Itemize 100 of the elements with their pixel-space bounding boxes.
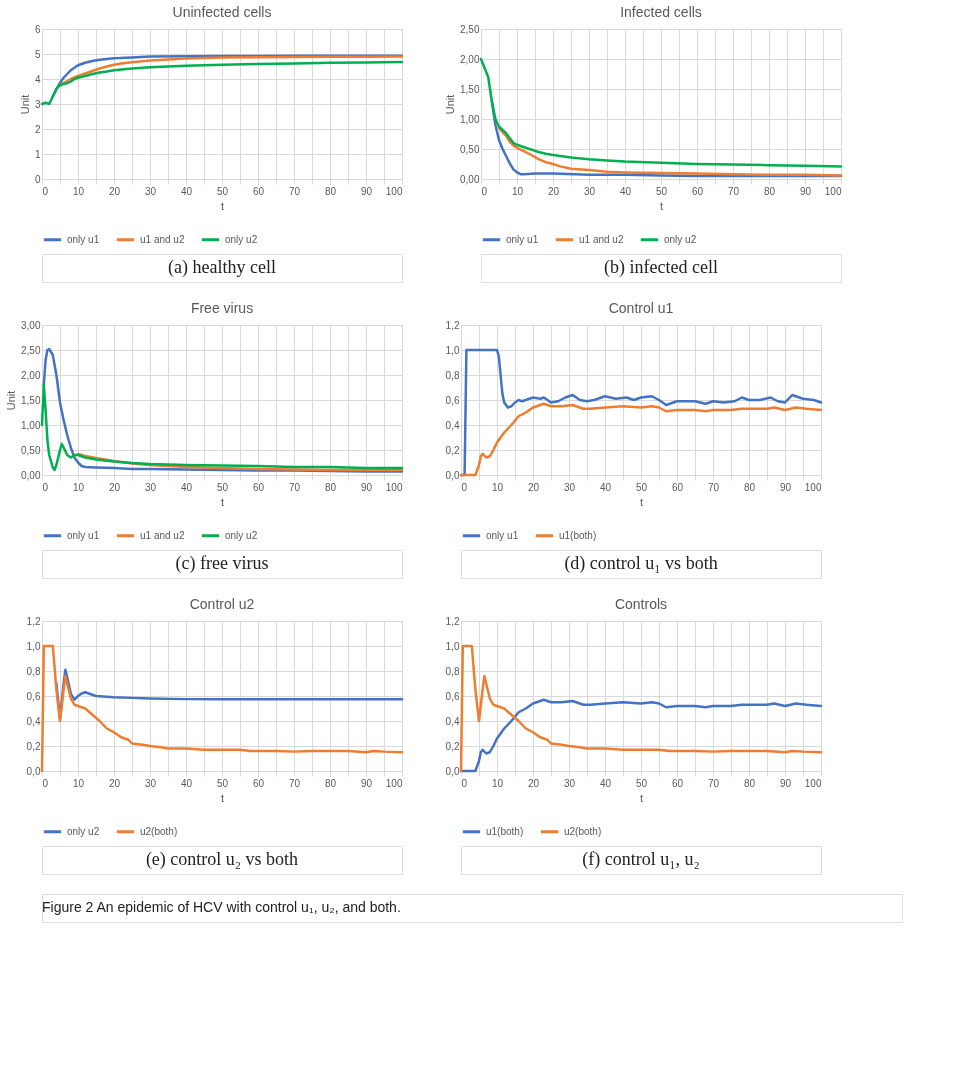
- x-tick-label: 10: [511, 185, 524, 197]
- chart-title: Free virus: [190, 300, 254, 316]
- y-tick-label: 0,8: [26, 665, 41, 677]
- x-axis-title: t: [220, 199, 225, 212]
- x-tick-label: 100: [385, 777, 403, 789]
- y-tick-label: 0,0: [26, 765, 41, 777]
- x-tick-label: 10: [72, 481, 85, 493]
- y-axis-title: Unit: [18, 94, 31, 115]
- legend-label: only u2: [225, 233, 258, 245]
- x-tick-label: 70: [727, 185, 740, 197]
- legend-label: u2(both): [564, 825, 602, 837]
- legend-label: only u2: [225, 529, 258, 541]
- y-tick-label: 3,00: [21, 319, 41, 331]
- x-axis-title: t: [220, 495, 225, 508]
- x-tick-label: 0: [42, 777, 49, 789]
- y-tick-label: 1,50: [21, 394, 41, 406]
- x-tick-label: 90: [360, 481, 373, 493]
- y-tick-label: 0,50: [21, 444, 41, 456]
- y-tick-label: 6: [34, 23, 41, 35]
- x-tick-label: 80: [763, 185, 776, 197]
- x-tick-label: 100: [385, 185, 403, 197]
- x-tick-label: 80: [743, 481, 756, 493]
- x-tick-label: 0: [481, 185, 488, 197]
- caption: Figure 2 An epidemic of HCV with control u₁, u₂, and both.: [42, 899, 401, 915]
- legend-label: u1 and u2: [579, 233, 624, 245]
- x-tick-label: 80: [324, 777, 337, 789]
- text: (b) infected cell: [604, 257, 718, 278]
- x-tick-label: 40: [599, 481, 612, 493]
- x-tick-label: 10: [491, 481, 504, 493]
- x-tick-label: 90: [360, 185, 373, 197]
- y-tick-label: 0,4: [26, 715, 41, 727]
- x-axis-title: t: [659, 199, 664, 212]
- legend-label: only u1: [67, 233, 100, 245]
- x-tick-label: 40: [180, 481, 193, 493]
- x-tick-label: 60: [252, 185, 265, 197]
- x-tick-label: 100: [385, 481, 403, 493]
- x-tick-label: 20: [547, 185, 560, 197]
- legend-label: only u2: [67, 825, 100, 837]
- x-tick-label: 20: [108, 481, 121, 493]
- y-tick-label: 1,00: [460, 113, 480, 125]
- line-series: [459, 402, 823, 477]
- y-tick-label: 0: [34, 173, 41, 185]
- y-tick-label: 4: [34, 73, 41, 85]
- y-tick-label: 0,0: [445, 765, 460, 777]
- x-axis-title: t: [639, 495, 644, 508]
- x-tick-label: 30: [144, 777, 157, 789]
- text: (a) healthy cell: [168, 257, 276, 278]
- x-tick-label: 50: [655, 185, 668, 197]
- chart-title: Uninfected cells: [172, 4, 272, 20]
- x-tick-label: 90: [799, 185, 812, 197]
- text: (d) control u₁ vs both: [564, 553, 718, 574]
- y-axis-title: Unit: [444, 94, 457, 115]
- y-tick-label: 0,2: [445, 740, 460, 752]
- x-tick-label: 40: [599, 777, 612, 789]
- x-tick-label: 100: [824, 185, 842, 197]
- y-tick-label: 1,50: [460, 83, 480, 95]
- x-tick-label: 60: [252, 481, 265, 493]
- line-series: [58, 55, 404, 87]
- line-series: [40, 644, 404, 773]
- y-tick-label: 2: [34, 123, 41, 135]
- y-tick-label: 0,8: [445, 369, 460, 381]
- x-tick-label: 50: [635, 777, 648, 789]
- text: (c) free virus: [175, 553, 269, 574]
- chart-title: Control u2: [189, 596, 255, 612]
- x-tick-label: 0: [42, 481, 49, 493]
- y-tick-label: 2,00: [460, 53, 480, 65]
- x-tick-label: 10: [72, 777, 85, 789]
- y-tick-label: 0,00: [21, 469, 41, 481]
- y-tick-label: 1,0: [445, 640, 460, 652]
- y-tick-label: 1,2: [445, 615, 460, 627]
- legend-label: only u1: [506, 233, 539, 245]
- x-tick-label: 100: [804, 481, 822, 493]
- line-series: [459, 644, 823, 773]
- line-series: [40, 60, 404, 106]
- legend-label: u1(both): [486, 825, 524, 837]
- x-tick-label: 60: [691, 185, 704, 197]
- y-tick-label: 0,2: [445, 444, 460, 456]
- line-series: [497, 126, 843, 177]
- y-tick-label: 0,6: [445, 394, 460, 406]
- x-tick-label: 40: [180, 185, 193, 197]
- y-tick-label: 0,6: [445, 690, 460, 702]
- y-axis-title: Unit: [5, 390, 18, 411]
- x-tick-label: 0: [42, 185, 49, 197]
- x-tick-label: 80: [324, 185, 337, 197]
- legend-label: only u1: [486, 529, 519, 541]
- x-tick-label: 10: [72, 185, 85, 197]
- x-tick-label: 70: [707, 481, 720, 493]
- x-tick-label: 100: [804, 777, 822, 789]
- x-axis-title: t: [220, 791, 225, 804]
- x-tick-label: 60: [671, 777, 684, 789]
- legend-label: u1 and u2: [140, 233, 185, 245]
- x-tick-label: 50: [216, 481, 229, 493]
- y-tick-label: 0,00: [460, 173, 480, 185]
- y-tick-label: 0,8: [445, 665, 460, 677]
- text: (e) control u₂ vs both: [145, 849, 299, 870]
- x-tick-label: 70: [288, 481, 301, 493]
- x-tick-label: 50: [635, 481, 648, 493]
- x-tick-label: 60: [252, 777, 265, 789]
- y-tick-label: 3: [34, 98, 41, 110]
- legend-label: u1 and u2: [140, 529, 185, 541]
